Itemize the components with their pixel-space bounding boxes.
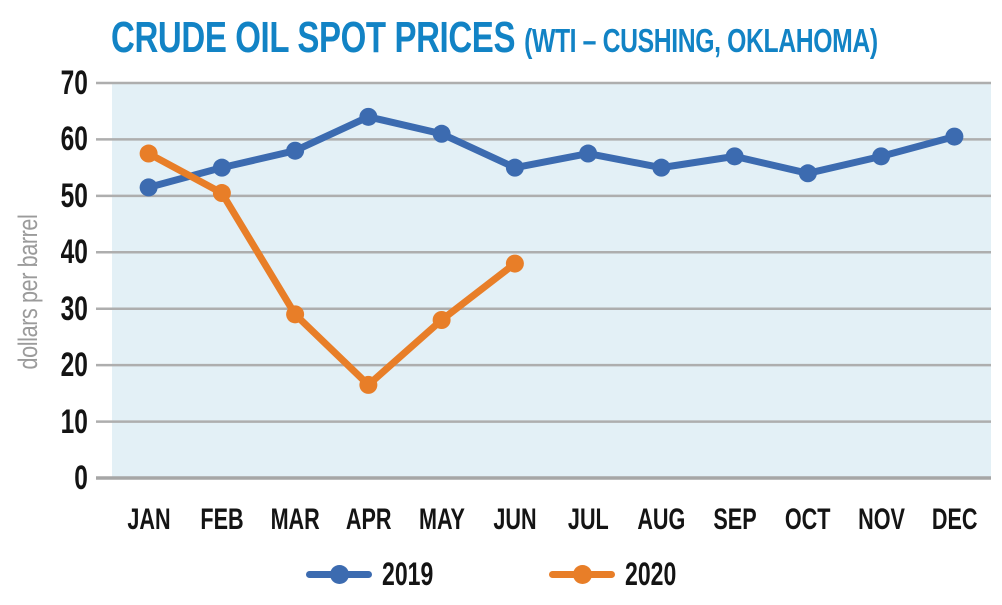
x-tick-label-feb: FEB <box>200 503 244 536</box>
legend-item-2019: 2019 <box>305 555 453 593</box>
data-point-2020-APR <box>359 375 378 394</box>
legend-marker-2019-icon <box>305 564 372 584</box>
data-point-2020-JAN <box>139 144 158 163</box>
x-tick-label-jun: JUN <box>493 503 537 536</box>
data-point-2019-APR <box>359 107 378 126</box>
data-point-2019-JUN <box>505 158 524 177</box>
legend-dot-2019 <box>329 564 349 584</box>
data-point-2020-MAY <box>432 311 451 329</box>
x-tick-label-nov: NOV <box>857 503 905 536</box>
series-line-2020 <box>145 150 519 389</box>
y-tick-label-50: 50 <box>60 176 88 215</box>
data-point-2020-FEB <box>212 184 231 203</box>
y-tick-label-70: 70 <box>60 64 88 102</box>
legend-label-2020: 2020 <box>625 555 677 592</box>
x-tick-label-oct: OCT <box>785 503 831 536</box>
legend-label-2019: 2019 <box>381 555 434 592</box>
chart-title-main: CRUDE OIL SPOT PRICES <box>111 13 516 62</box>
legend-item-2020: 2020 <box>549 556 696 593</box>
x-tick-label-jan: JAN <box>127 503 171 536</box>
legend-marker-2020-icon <box>549 564 615 584</box>
y-tick-label-60: 60 <box>60 120 88 159</box>
data-point-2020-MAR <box>286 305 305 324</box>
data-point-2019-AUG <box>652 158 671 177</box>
legend: 2019 2020 <box>0 556 1002 592</box>
x-tick-label-may: MAY <box>418 503 465 536</box>
data-point-2019-DEC <box>945 127 964 146</box>
x-tick-label-sep: SEP <box>713 503 757 536</box>
y-tick-label-20: 20 <box>60 346 88 385</box>
y-tick-label-30: 30 <box>60 289 88 328</box>
y-tick-label-40: 40 <box>60 233 88 272</box>
x-tick-label-aug: AUG <box>637 503 686 536</box>
x-tick-label-mar: MAR <box>270 503 320 536</box>
legend-dot-2020 <box>573 564 592 584</box>
chart-title: CRUDE OIL SPOT PRICES (WTI – CUSHING, OKL… <box>111 13 878 63</box>
plot-background <box>112 83 991 478</box>
data-point-2019-OCT <box>798 164 817 183</box>
data-point-2019-MAY <box>432 124 451 143</box>
chart-title-subtitle: (WTI – CUSHING, OKLAHOMA) <box>524 22 878 59</box>
data-point-2019-MAR <box>286 141 305 160</box>
data-point-2020-JUN <box>505 254 524 273</box>
data-point-2019-SEP <box>725 147 744 166</box>
y-tick-label-10: 10 <box>60 402 88 441</box>
data-point-2019-FEB <box>212 158 231 177</box>
data-point-2019-NOV <box>872 147 891 166</box>
series-line-2019 <box>145 113 958 191</box>
x-tick-label-dec: DEC <box>931 503 978 536</box>
y-tick-label-0: 0 <box>74 459 88 497</box>
x-tick-label-jul: JUL <box>567 503 609 536</box>
data-point-2019-JAN <box>139 178 158 197</box>
data-point-2019-JUL <box>579 144 598 163</box>
x-tick-label-apr: APR <box>345 503 392 536</box>
